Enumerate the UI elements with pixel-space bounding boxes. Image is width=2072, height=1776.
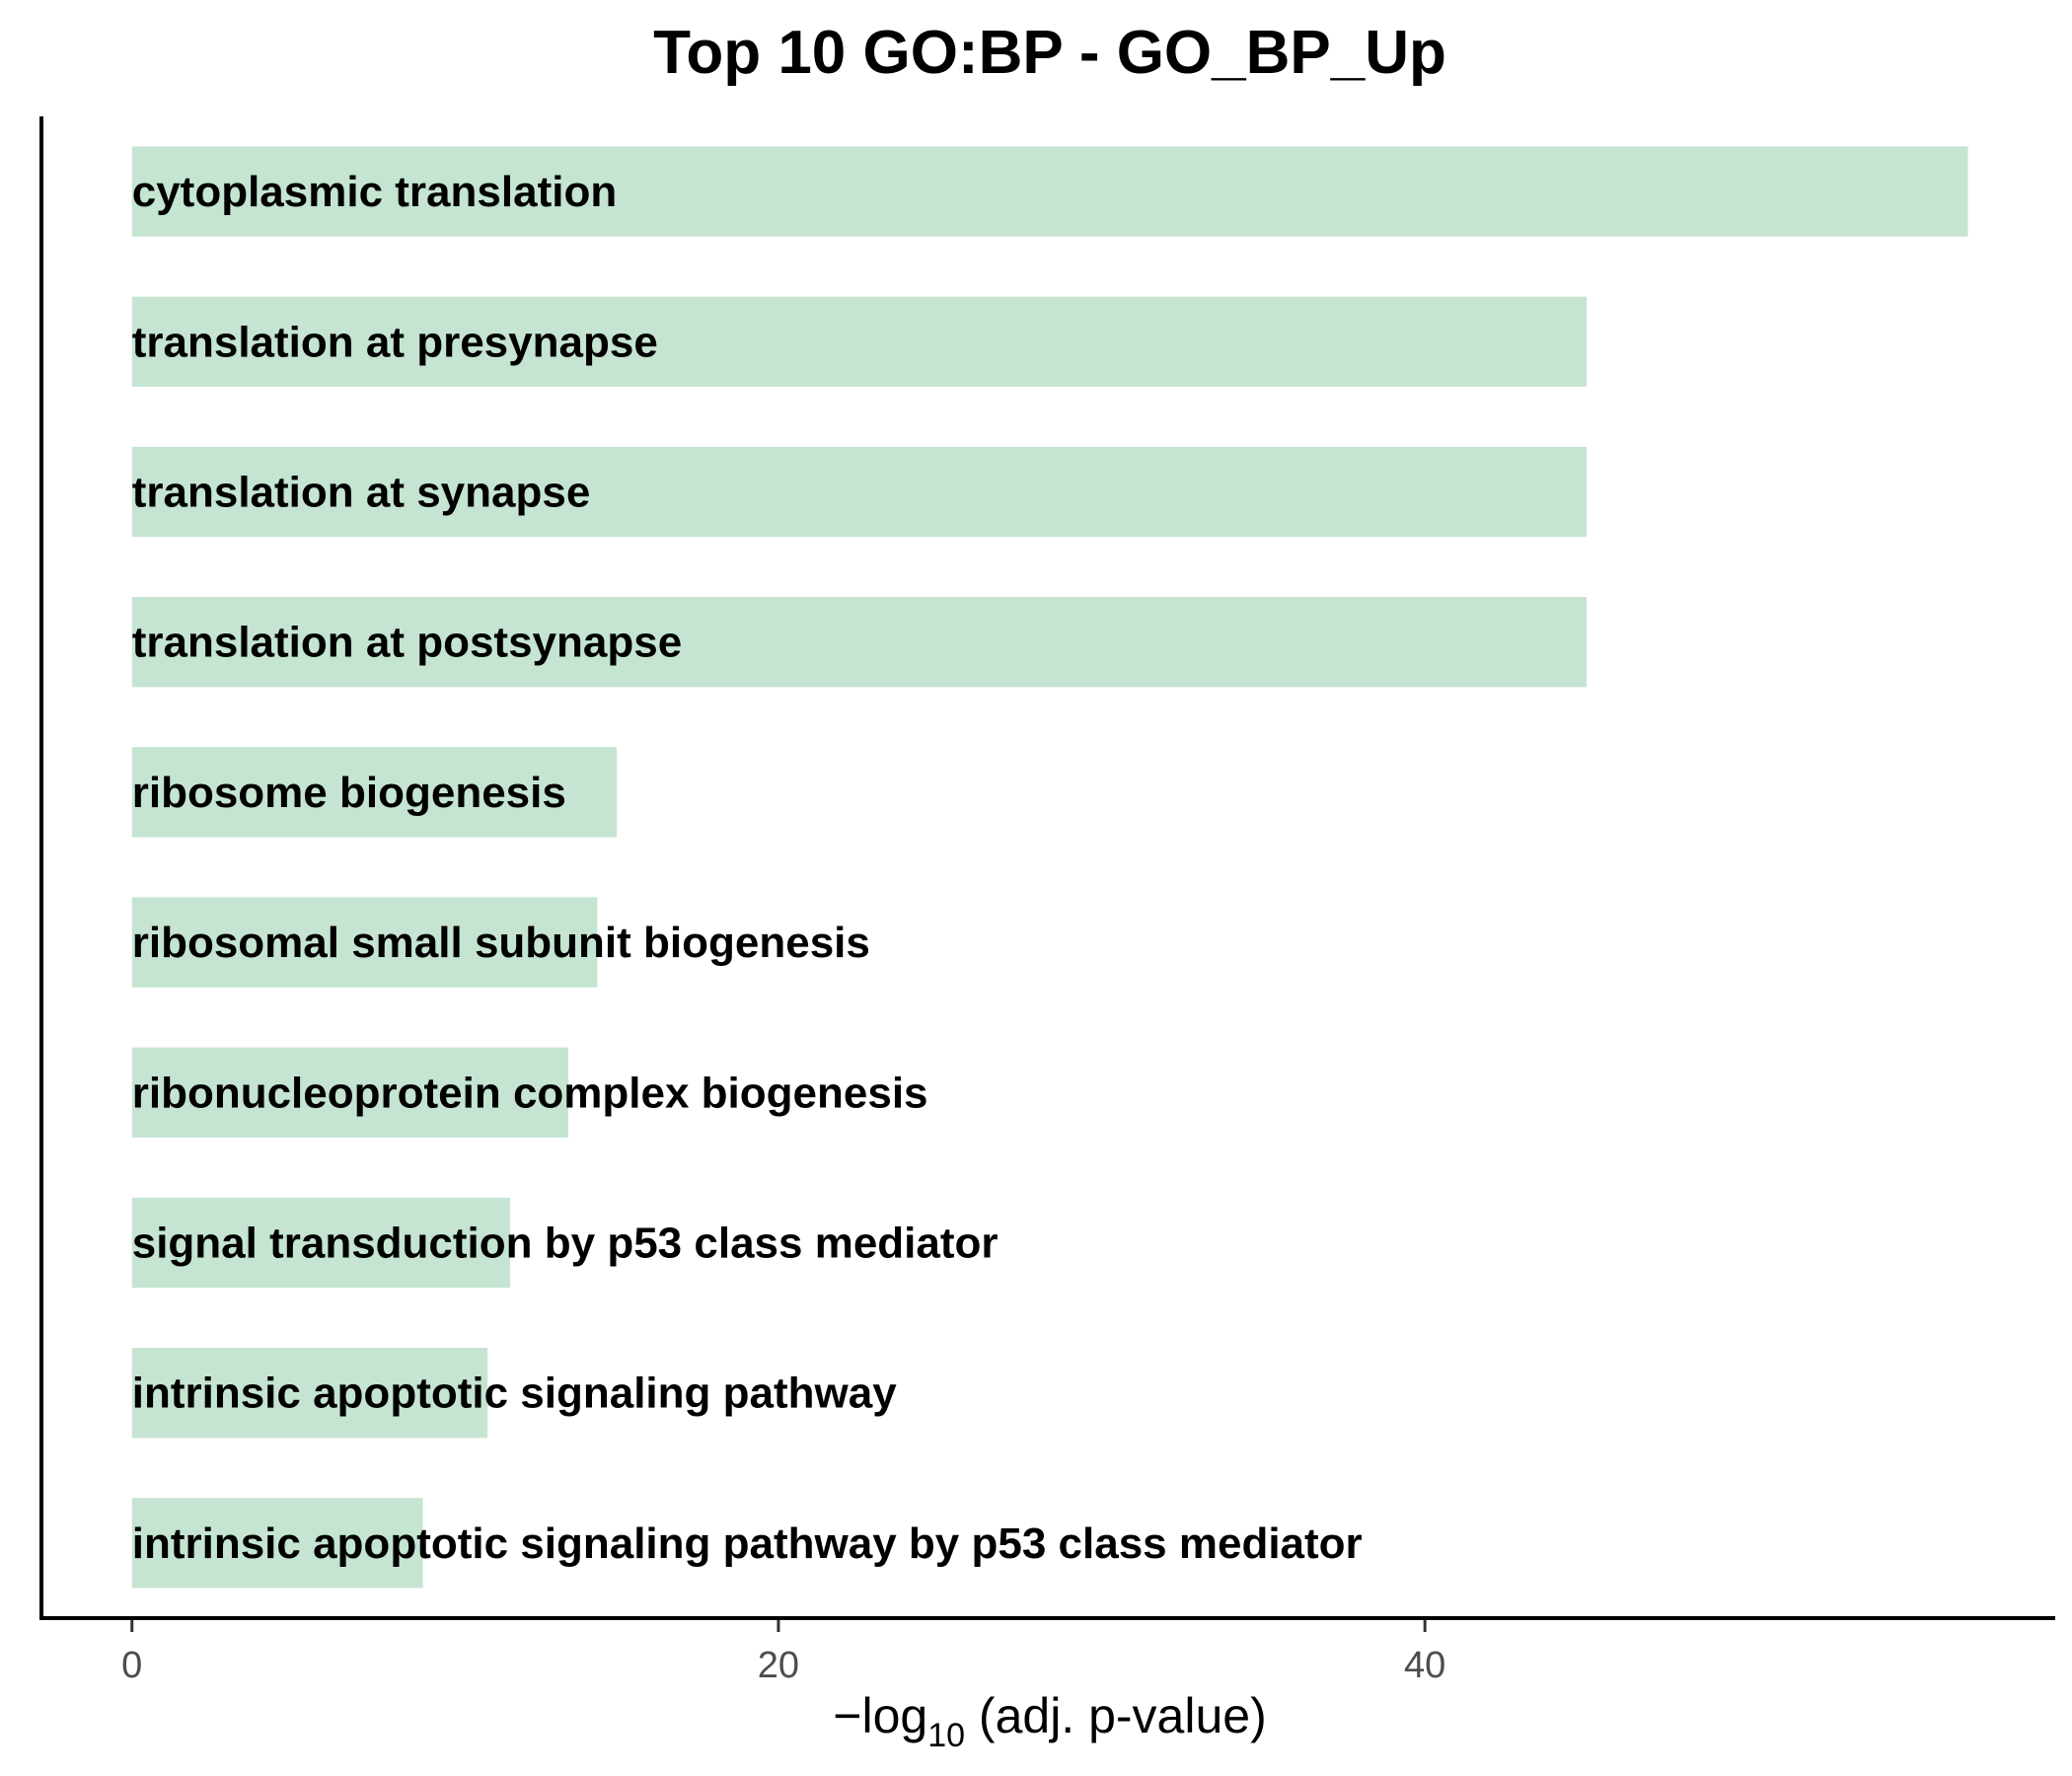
bar-label: ribosomal small subunit biogenesis (132, 919, 870, 967)
bar-label: translation at presynapse (132, 318, 658, 366)
bar-group (131, 146, 1968, 1589)
x-axis-title-prefix: −log (833, 1688, 927, 1743)
chart-title: Top 10 GO:BP - GO_BP_Up (653, 19, 1446, 87)
bar-label: translation at synapse (132, 469, 591, 517)
bar (131, 597, 1587, 688)
x-tick-label: 0 (121, 1645, 142, 1686)
x-tick-label: 20 (758, 1645, 799, 1686)
bar-label: intrinsic apoptotic signaling pathway by… (132, 1519, 1363, 1568)
x-axis-title-suffix: (adj. p-value) (965, 1688, 1267, 1743)
bar-label: ribosome biogenesis (132, 769, 566, 817)
x-tick-group: 0 20 40 (121, 1620, 1445, 1686)
x-axis-title-subscript: 10 (927, 1717, 965, 1754)
bar-label: cytoplasmic translation (132, 168, 617, 216)
bar (131, 897, 598, 988)
bar-label-group: cytoplasmic translation translation at pr… (132, 168, 1363, 1568)
bar (131, 446, 1587, 538)
bar (131, 1197, 511, 1289)
bar (131, 1047, 569, 1138)
bar-label: signal transduction by p53 class mediato… (132, 1220, 999, 1268)
bar (131, 296, 1587, 387)
bar (131, 1348, 488, 1439)
bar-label: intrinsic apoptotic signaling pathway (132, 1369, 897, 1418)
x-tick-label: 40 (1404, 1645, 1445, 1686)
bar-label: ribonucleoprotein complex biogenesis (132, 1069, 928, 1117)
x-axis-title: −log10 (adj. p-value) (833, 1688, 1266, 1754)
bar (131, 1498, 423, 1589)
bar (131, 146, 1968, 237)
bar (131, 747, 618, 838)
bar-label: translation at postsynapse (132, 619, 682, 667)
